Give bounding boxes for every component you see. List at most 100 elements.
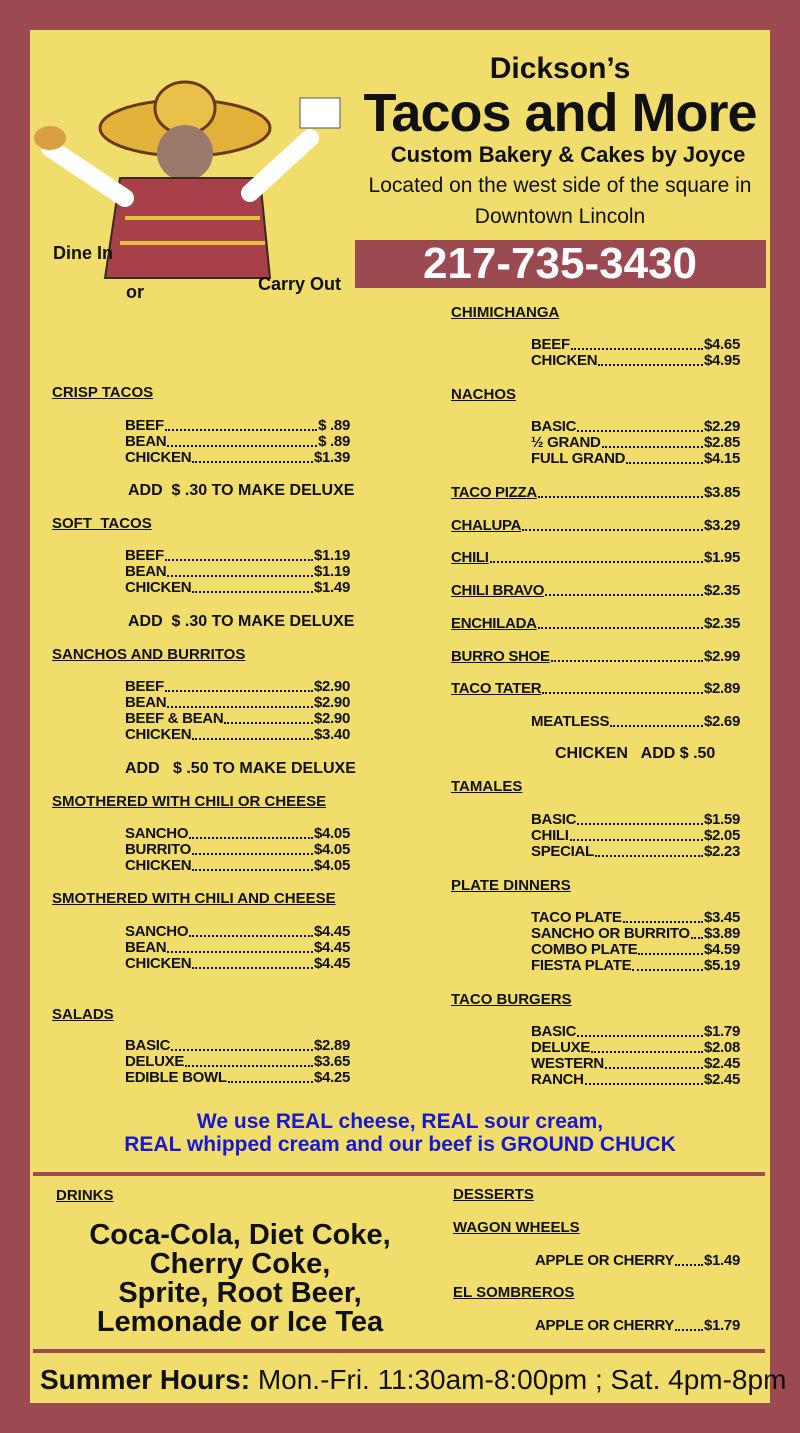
- menu-item: BEAN $2.90: [125, 695, 350, 711]
- item-price: $1.79: [703, 1023, 740, 1040]
- section-heading: NACHOS: [451, 386, 517, 403]
- item-price: $3.65: [313, 1053, 350, 1070]
- item-name: BEEF: [531, 336, 570, 353]
- item-price: $4.15: [703, 450, 740, 467]
- item-name: TACO PIZZA: [451, 484, 537, 501]
- quality-note: REAL whipped cream and our beef is GROUN…: [124, 1133, 676, 1156]
- menu-item: BEEF $2.90: [125, 679, 350, 695]
- item-name: BEEF: [125, 678, 164, 695]
- menu-item: SPECIAL $2.23: [531, 844, 740, 860]
- item-price: $2.99: [703, 648, 740, 665]
- item-price: $4.95: [703, 352, 740, 369]
- phone-banner: [355, 240, 766, 288]
- dot-leader: [537, 485, 703, 498]
- phone: 217-735-3430: [422, 239, 698, 288]
- item-price: $2.29: [703, 418, 740, 435]
- item-name: CHICKEN: [125, 955, 192, 972]
- menu-item: CHICKEN $4.45: [125, 956, 350, 972]
- item-price: $4.25: [313, 1069, 350, 1086]
- dot-leader: [192, 450, 313, 463]
- menu-item: BASIC $1.79: [531, 1024, 740, 1040]
- item-price: $2.90: [313, 710, 350, 727]
- dot-leader: [690, 926, 703, 939]
- item-name: CHILI BRAVO: [451, 582, 545, 599]
- item-price: $4.05: [313, 825, 350, 842]
- menu-item: CHICKEN $3.40: [125, 727, 350, 743]
- item-price: $4.65: [703, 336, 740, 353]
- dot-leader: [675, 1318, 703, 1331]
- dot-leader: [594, 844, 703, 857]
- item-name: APPLE OR CHERRY: [535, 1317, 675, 1334]
- item-price: $2.23: [703, 843, 740, 860]
- menu-item: BEAN $ .89: [125, 434, 350, 450]
- item-price: $3.29: [703, 517, 740, 534]
- drink-line: Lemonade or Ice Tea: [96, 1306, 384, 1338]
- item-name: BASIC: [125, 1037, 171, 1054]
- item-name: RANCH: [531, 1071, 584, 1088]
- menu-item: FIESTA PLATE $5.19: [531, 958, 740, 974]
- item-name: SANCHO: [125, 923, 189, 940]
- dot-leader: [675, 1253, 703, 1266]
- or-label: or: [126, 282, 144, 302]
- menu-title: Tacos and More: [363, 83, 757, 143]
- section-heading: DESSERTS: [453, 1186, 534, 1203]
- item-name: CHICKEN: [125, 726, 192, 743]
- item-price: $2.85: [703, 434, 740, 451]
- menu-item: CHICKEN $1.39: [125, 450, 350, 466]
- menu-heading-item: BURRO SHOE $2.99: [451, 649, 740, 665]
- item-name: DELUXE: [125, 1053, 185, 1070]
- item-name: BEAN: [125, 433, 167, 450]
- menu-item: SANCHO $4.45: [125, 924, 350, 940]
- item-price: $1.49: [703, 1252, 740, 1269]
- item-name: MEATLESS: [531, 713, 610, 730]
- hours-text: Mon.-Fri. 11:30am-8:00pm ; Sat. 4pm-8pm: [257, 1364, 787, 1395]
- item-name: CHILI: [531, 827, 569, 844]
- hours-label: Summer Hours:: [40, 1364, 251, 1395]
- dot-leader: [632, 958, 703, 971]
- hours: Summer Hours: Mon.-Fri. 11:30am-8:00pm ;…: [40, 1364, 786, 1396]
- item-name: BEAN: [125, 939, 167, 956]
- item-name: CHILI: [451, 549, 489, 566]
- item-name: BEAN: [125, 694, 167, 711]
- item-name: WESTERN: [531, 1055, 604, 1072]
- dot-leader: [167, 564, 313, 577]
- dot-leader: [227, 1070, 313, 1083]
- section-heading: DRINKS: [56, 1187, 114, 1204]
- item-price: $1.79: [703, 1317, 740, 1334]
- item-price: $2.90: [313, 694, 350, 711]
- menu-item: MEATLESS $2.69: [531, 714, 740, 730]
- dot-leader: [164, 548, 313, 561]
- item-name: ½ GRAND: [531, 434, 601, 451]
- dot-leader: [489, 550, 703, 563]
- deluxe-note: ADD $ .30 TO MAKE DELUXE: [128, 613, 355, 630]
- dot-leader: [550, 649, 703, 662]
- carry-out: Carry Out: [258, 274, 342, 294]
- item-name: BURRITO: [125, 841, 191, 858]
- section-heading: SALADS: [52, 1006, 114, 1023]
- quality-note: We use REAL cheese, REAL sour cream,: [196, 1110, 604, 1133]
- dot-leader: [171, 1038, 313, 1051]
- menu-item: EDIBLE BOWL $4.25: [125, 1070, 350, 1086]
- menu-item: FULL GRAND $4.15: [531, 451, 740, 467]
- dot-leader: [570, 337, 703, 350]
- item-name: CHALUPA: [451, 517, 522, 534]
- menu-item: BEEF & BEAN $2.90: [125, 711, 350, 727]
- menu-heading-item: TACO PIZZA $3.85: [451, 485, 740, 501]
- item-price: $4.45: [313, 955, 350, 972]
- item-name: DELUXE: [531, 1039, 591, 1056]
- dot-leader: [569, 828, 703, 841]
- item-price: $3.45: [703, 909, 740, 926]
- divider: [33, 1172, 765, 1176]
- item-price: $1.95: [703, 549, 740, 566]
- dot-leader: [224, 711, 313, 724]
- item-price: $4.05: [313, 841, 350, 858]
- menu-item: CHILI $2.05: [531, 828, 740, 844]
- item-name: BURRO SHOE: [451, 648, 550, 665]
- dot-leader: [167, 434, 318, 447]
- item-name: CHICKEN: [125, 579, 192, 596]
- item-price: $1.59: [703, 811, 740, 828]
- section-heading: TACO BURGERS: [451, 991, 572, 1008]
- menu-item: BEAN $4.45: [125, 940, 350, 956]
- item-price: $2.89: [703, 680, 740, 697]
